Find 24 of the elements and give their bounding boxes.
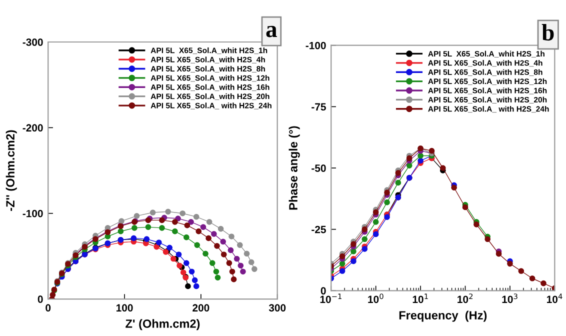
x-tick-label: 10$^{−1}$	[320, 294, 342, 304]
y-tick-label: -200	[22, 124, 43, 132]
x-tick-label: 10$^{4}$	[547, 294, 562, 304]
x-tick-label: 100	[116, 304, 133, 312]
x-tick-label: 0	[46, 304, 51, 312]
y-tick-label: -300	[22, 38, 43, 46]
y-tick-label: -75	[312, 103, 326, 111]
x-tick-label: 10$^{0}$	[368, 294, 384, 304]
y-axis-title: -Z'' (Ohm.cm2)	[6, 130, 17, 211]
y-tick-label: -100	[306, 42, 326, 50]
x-tick-label: 10$^{2}$	[458, 294, 473, 304]
y-tick-label: -25	[312, 226, 326, 234]
x-axis-title: Z' (Ohm.cm2)	[126, 319, 200, 330]
y-tick-label: 0	[320, 287, 326, 295]
y-tick-label: -50	[312, 164, 326, 172]
x-tick-label: 300	[268, 304, 286, 312]
chart-title: a	[266, 26, 277, 38]
x-tick-label: 200	[192, 304, 210, 312]
chart-title: b	[542, 24, 554, 41]
y-axis-title: Phase angle (°)	[288, 126, 300, 210]
x-tick-label: 10$^{1}$	[412, 294, 428, 304]
x-axis-title: Frequency (Hz)	[399, 310, 487, 322]
y-tick-label: -100	[22, 210, 43, 218]
x-tick-label: 10$^{3}$	[502, 294, 518, 304]
